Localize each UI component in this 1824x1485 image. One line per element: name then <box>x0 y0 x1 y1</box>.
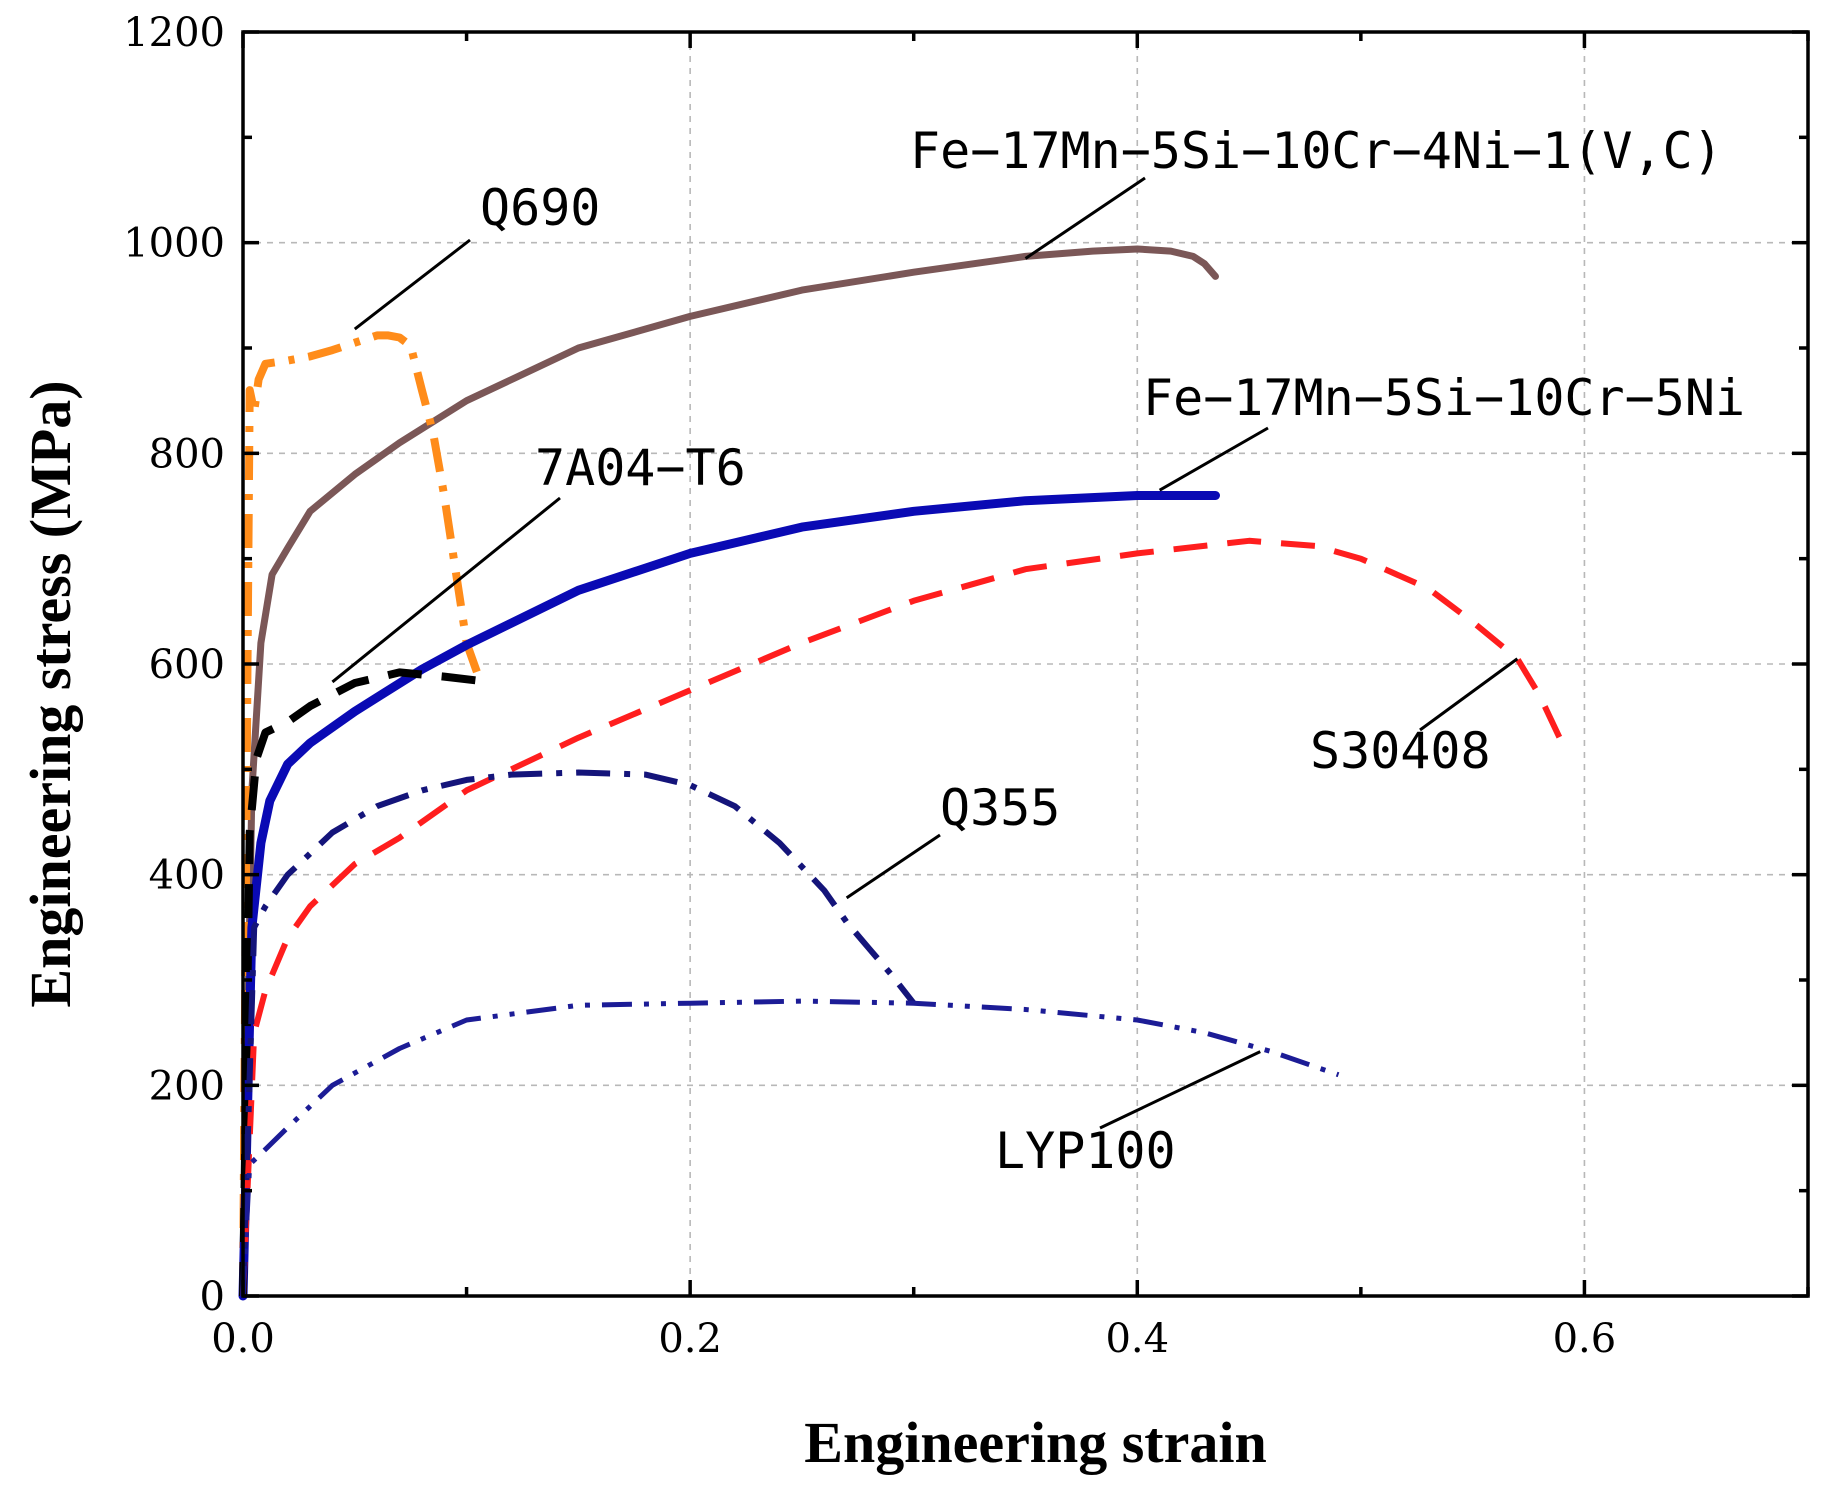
series-line-7a04-t6 <box>239 668 490 1297</box>
series-label-fe17-v-c: Fe−17Mn−5Si−10Cr−4Ni−1(V,C) <box>910 122 1723 180</box>
series-line-fe17-5ni <box>238 491 1220 1301</box>
series-label-7a04-t6: 7A04−T6 <box>535 439 746 497</box>
leader-line-7a04-t6 <box>331 496 561 684</box>
data-series <box>238 245 1565 1301</box>
x-tick-label: 0.4 <box>1105 1316 1169 1362</box>
series-line-q690 <box>239 331 482 1297</box>
series-label-fe17-5ni: Fe−17Mn−5Si−10Cr−5Ni <box>1143 369 1745 427</box>
axis-ticks: 0.0 0.2 0.4 0.6 0 200 400 600 800 1000 1200 <box>123 10 1810 1362</box>
leader-line-fe17-5ni <box>1158 426 1269 492</box>
grid-lines <box>243 32 1808 1296</box>
series-label-q355: Q355 <box>940 779 1060 837</box>
x-tick-label: 0.6 <box>1553 1316 1617 1362</box>
y-tick-label: 600 <box>149 642 225 688</box>
x-axis-title: Engineering strain <box>804 1410 1266 1475</box>
leader-line-q355 <box>845 833 941 900</box>
series-annotations: Fe−17Mn−5Si−10Cr−4Ni−1(V,C) Q690 Fe−17Mn−5… <box>331 122 1745 1180</box>
series-line-s30408 <box>240 537 1565 1297</box>
x-tick-label: 0.2 <box>658 1316 722 1362</box>
y-tick-label: 200 <box>149 1063 225 1109</box>
y-tick-label: 400 <box>149 853 225 899</box>
series-line-fe17-v-c <box>239 245 1219 1300</box>
x-tick-label: 0.0 <box>211 1316 275 1362</box>
y-tick-label: 800 <box>149 431 225 477</box>
leader-line-lyp100 <box>1099 1050 1261 1130</box>
series-label-q690: Q690 <box>480 179 600 237</box>
series-label-s30408: S30408 <box>1310 722 1491 780</box>
y-axis-title: Engineering stress (MPa) <box>18 380 83 1007</box>
y-tick-label: 0 <box>200 1274 225 1320</box>
leader-line-s30408 <box>1419 657 1519 732</box>
y-tick-label: 1200 <box>123 10 225 56</box>
leader-line-fe17-v-c <box>1024 176 1146 260</box>
y-tick-label: 1000 <box>123 221 225 267</box>
series-label-lyp100: LYP100 <box>995 1122 1176 1180</box>
leader-line-q690 <box>353 238 471 331</box>
series-line-lyp100 <box>240 998 1340 1297</box>
series-line-q355 <box>240 769 917 1297</box>
